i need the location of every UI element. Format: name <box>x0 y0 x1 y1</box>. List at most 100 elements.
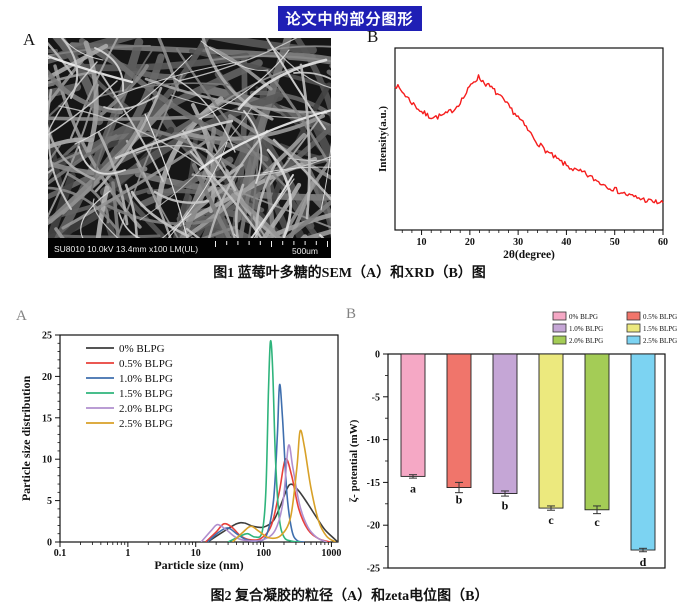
legend-label: 2.0% BLPG <box>119 403 173 415</box>
sem-fiber <box>83 40 99 153</box>
sem-fiber <box>94 47 124 92</box>
sig-letter: b <box>502 499 509 513</box>
sem-fiber <box>249 90 331 117</box>
sem-fiber <box>57 234 161 238</box>
x-axis-label: 2θ(degree) <box>503 249 555 261</box>
sem-fiber <box>48 41 74 76</box>
tick-label: 15 <box>42 413 52 424</box>
figure2-panel-a-label: A <box>16 308 27 324</box>
y-axis-label: Intensity(a.u.) <box>378 106 389 172</box>
sem-fiber <box>262 212 331 238</box>
sem-fiber <box>203 38 317 54</box>
sem-fiber <box>279 107 331 136</box>
sem-fiber <box>125 139 172 238</box>
psd-series <box>200 339 338 542</box>
sig-letter: c <box>548 513 554 527</box>
tick-label: 20 <box>42 372 52 383</box>
sem-fiber <box>198 49 290 120</box>
sem-fiber <box>264 175 277 238</box>
sem-fiber <box>48 138 85 181</box>
sem-scale-tick <box>248 241 250 245</box>
tick-label: 40 <box>561 237 571 248</box>
legend-label: 0% BLPG <box>569 313 598 321</box>
zeta-plot-box <box>387 353 666 569</box>
sem-fiber <box>124 183 138 238</box>
sem-scale-tick <box>315 241 317 245</box>
sem-fiber <box>48 133 72 210</box>
sem-fiber <box>48 61 98 134</box>
sem-fiber <box>261 182 302 238</box>
bar-25BLPG <box>630 353 656 551</box>
sem-fiber <box>265 38 326 130</box>
legend-label: 1.0% BLPG <box>569 325 603 333</box>
xrd-curve <box>394 74 664 205</box>
sem-fiber <box>48 123 96 181</box>
sem-scale-tick <box>237 241 239 245</box>
tick-label: -10 <box>367 435 380 446</box>
sem-fiber <box>211 54 331 63</box>
sem-fiber <box>61 38 104 61</box>
sem-fiber <box>283 200 331 238</box>
particle-size-chart: 0.1 1 10 100 1000 0 5 10 15 20 25 Particle size (nm… <box>20 331 341 573</box>
figure1-panel-b-label: B <box>367 27 379 46</box>
series-15BLPG <box>227 339 301 542</box>
sem-fiber <box>307 112 331 167</box>
sem-fiber <box>192 173 331 229</box>
legend-swatch <box>626 335 641 345</box>
sem-fiber <box>48 134 118 186</box>
sem-fiber <box>267 45 331 51</box>
tick-label: 50 <box>610 237 620 248</box>
sem-scale-tick <box>259 241 261 245</box>
y-axis-label: ζ- potential (mW) <box>348 419 360 502</box>
legend-label: 0.5% BLPG <box>643 313 677 321</box>
sem-fiber <box>233 38 292 223</box>
sem-fiber <box>78 146 126 175</box>
sem-fiber <box>155 96 224 210</box>
sem-scale-tick <box>282 241 284 245</box>
sem-fiber <box>262 166 331 174</box>
sem-fiber <box>237 58 328 111</box>
sem-fiber <box>48 70 97 84</box>
tick-label: 5 <box>47 496 52 507</box>
sem-fiber <box>48 80 118 136</box>
bar-15BLPG <box>538 353 564 509</box>
figure1-panel-a-label: A <box>23 30 36 49</box>
sig-letter: a <box>410 481 416 495</box>
sem-fiber <box>228 114 331 180</box>
legend-label: 2.0% BLPG <box>569 337 603 345</box>
sem-fiber <box>103 95 158 111</box>
sem-scale-tick <box>327 241 328 247</box>
tick-label: 10 <box>417 237 427 248</box>
sem-fiber <box>299 63 311 220</box>
psd-plot-box <box>59 334 339 543</box>
sem-fiber <box>238 151 260 238</box>
legend-swatch <box>552 311 567 321</box>
sem-fiber <box>271 45 331 89</box>
sem-fiber <box>48 88 53 124</box>
sem-image: SU8010 10.0kV 13.4mm x100 LM(UL) 500um <box>48 38 331 258</box>
sem-fibers <box>48 38 331 238</box>
sem-fiber <box>272 138 331 202</box>
sem-fiber <box>231 193 283 238</box>
sem-scale-tick <box>226 241 228 245</box>
bar-0BLPG <box>400 353 426 477</box>
sem-fiber <box>48 45 151 57</box>
sem-fiber <box>243 110 263 184</box>
sem-scale-tick <box>304 241 306 245</box>
sem-fiber <box>250 174 294 238</box>
sem-fiber <box>300 158 331 226</box>
tick-label: 25 <box>42 331 52 342</box>
legend-swatch <box>626 323 641 333</box>
sem-scale-tick <box>293 241 295 245</box>
sem-fiber <box>130 190 190 238</box>
sem-scale-tick <box>271 241 272 247</box>
sem-fiber <box>92 198 119 238</box>
sem-fiber <box>177 38 298 82</box>
sem-fiber <box>114 119 234 160</box>
legend-label: 1.5% BLPG <box>643 325 677 333</box>
series-05BLPG <box>205 457 331 542</box>
sem-fiber <box>181 129 236 238</box>
sem-fiber <box>153 190 210 204</box>
xrd-plot-box <box>394 47 664 231</box>
